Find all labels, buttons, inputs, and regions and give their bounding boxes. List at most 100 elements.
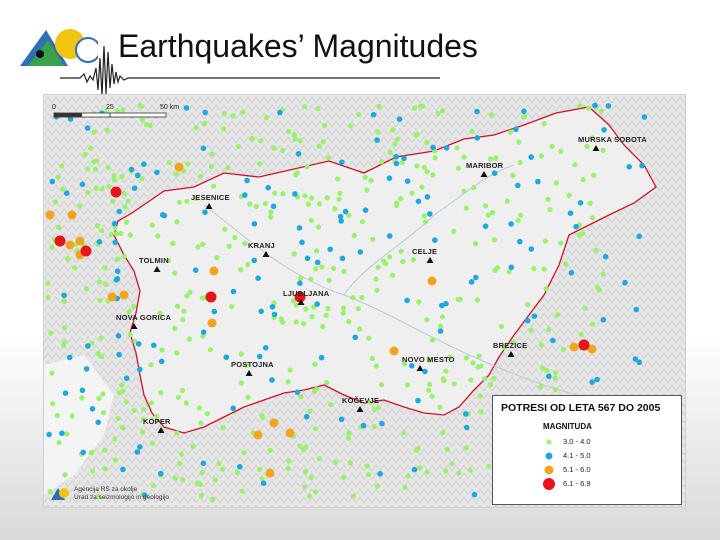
quake-marker-light [183,105,190,111]
quake-marker-minor [325,305,331,312]
quake-marker-light [95,419,101,426]
quake-marker-minor [320,323,326,330]
quake-marker-minor [478,409,484,415]
quake-marker-minor [593,247,599,253]
quake-marker-minor [506,269,512,275]
quake-marker-light [84,125,91,131]
adriatic-sea [44,355,114,495]
quake-marker-minor [259,413,265,419]
legend-dot-green [546,439,552,445]
quake-marker-light [605,103,612,109]
quake-marker-light [379,420,385,427]
quake-marker-light [141,492,148,499]
quake-marker-minor [455,165,461,171]
quake-marker-minor [300,321,307,327]
quake-marker-minor [150,483,157,489]
quake-marker-minor [303,444,309,450]
quake-marker-minor [149,222,155,228]
quake-marker-minor [461,188,467,194]
quake-marker-light [141,161,147,167]
quake-marker-minor [541,121,547,127]
quake-marker-light [251,257,257,264]
quake-marker-minor [290,298,296,304]
quake-marker-minor [62,472,68,478]
quake-marker-minor [210,183,217,189]
city-marker [262,251,270,257]
quake-marker-major [80,245,92,257]
quake-marker-major [110,186,122,198]
city-label: MARIBOR [466,161,504,170]
quake-marker-minor [147,122,153,129]
quake-marker-light [422,368,428,375]
quake-marker-minor [222,226,228,232]
country-border [113,106,657,434]
quake-marker-minor [174,303,181,309]
quake-marker-minor [54,412,60,419]
quake-marker-minor [220,425,226,431]
quake-marker-strong [75,236,85,246]
quake-marker-minor [504,198,510,204]
quake-marker-minor [541,266,547,272]
quake-marker-minor [316,143,322,149]
quake-marker-minor [340,310,346,316]
quake-marker-minor [244,362,250,368]
quake-marker-minor [56,440,62,446]
quake-marker-minor [422,219,429,225]
quake-marker-light [337,213,344,220]
quake-marker-minor [50,401,56,407]
quake-marker-minor [430,172,436,178]
quake-marker-light [515,182,521,189]
quake-marker-light [230,405,236,412]
quake-marker-minor [426,387,432,393]
quake-marker-light [120,466,126,473]
quake-marker-light [270,203,277,210]
quake-marker-minor [131,303,137,309]
quake-marker-minor [209,151,215,157]
quake-marker-light [528,154,534,160]
quake-marker-minor [427,381,433,387]
quake-marker-strong [265,468,275,478]
quake-marker-light [114,276,121,282]
city-label: KOPER [143,417,171,426]
quake-marker-minor [148,362,154,368]
quake-marker-minor [590,321,596,327]
city-marker [592,145,600,151]
quake-marker-light [271,311,278,318]
quake-marker-minor [293,319,299,325]
quake-marker-minor [97,297,103,303]
quake-marker-minor [61,298,67,304]
quake-marker-minor [538,384,544,390]
quake-marker-minor [48,330,54,336]
quake-marker-minor [297,138,303,144]
quake-marker-strong [174,162,184,172]
quake-marker-minor [187,289,193,295]
quake-marker-minor [120,107,126,113]
quake-marker-minor [99,354,105,360]
legend-title: POTRESI OD LETA 567 DO 2005 [501,402,661,414]
quake-marker-light [362,207,369,213]
quake-marker-light [237,463,243,470]
quake-marker-minor [88,145,94,151]
quake-marker-light [269,304,276,310]
quake-marker-minor [341,268,347,275]
city-label: NOVO MESTO [402,355,455,364]
quake-marker-light [427,211,433,217]
quake-marker-minor [491,375,497,382]
quake-marker-minor [89,340,95,346]
quake-marker-minor [286,458,292,464]
quake-marker-minor [304,164,310,170]
quake-marker-minor [120,388,126,394]
quake-marker-strong [209,266,219,276]
quake-marker-minor [340,305,347,311]
quake-marker-light [491,170,498,176]
quake-marker-light [200,460,207,467]
quake-marker-light [211,308,218,315]
quake-marker-minor [149,440,156,446]
quake-marker-minor [488,112,494,118]
quake-marker-minor [521,114,527,120]
quake-marker-minor [176,199,182,205]
quake-marker-minor [525,301,531,308]
quake-marker-light [202,209,208,215]
quake-marker-minor [119,382,125,388]
quake-marker-minor [268,209,274,215]
